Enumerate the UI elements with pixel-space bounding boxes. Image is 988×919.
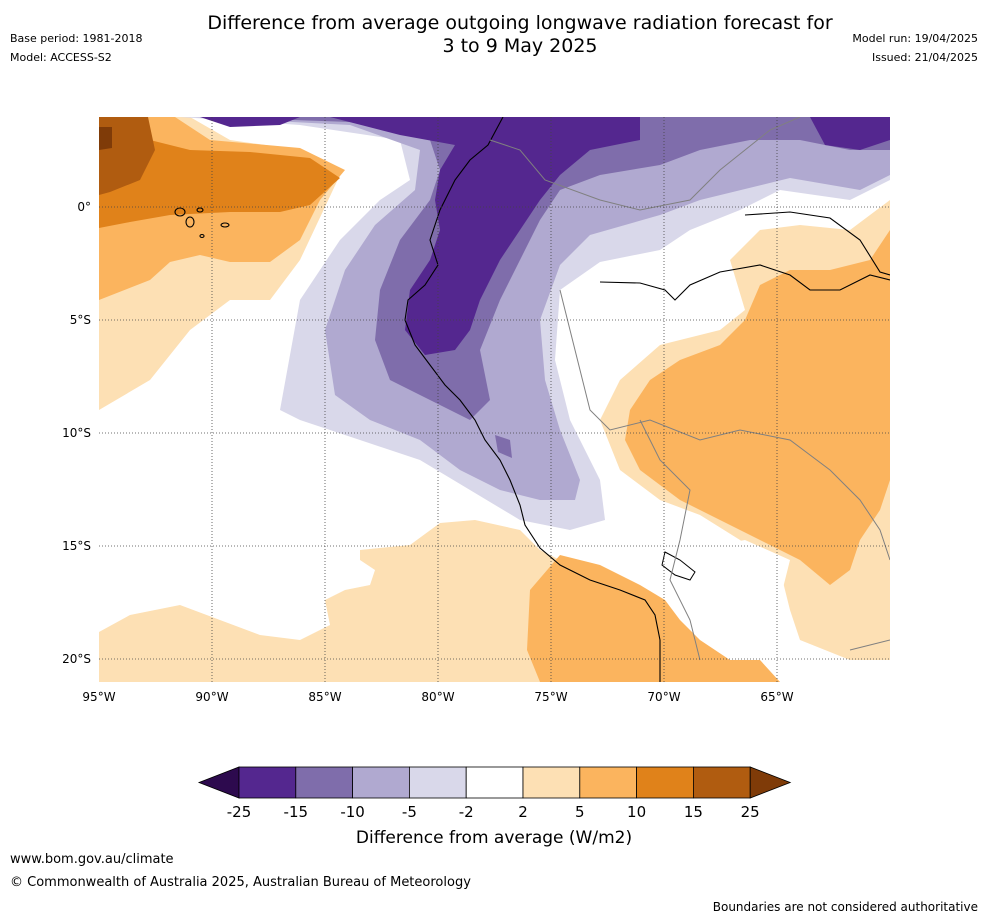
issued-date: Issued: 21/04/2025 — [871, 51, 978, 64]
lon-label: 80°W — [421, 690, 454, 704]
colorbar-tick-label: -2 — [459, 803, 474, 821]
lon-label: 65°W — [760, 690, 793, 704]
colorbar-extension-high — [749, 766, 792, 799]
title-line-2: 3 to 9 May 2025 — [442, 35, 598, 57]
colorbar-segment — [522, 766, 581, 799]
colorbar-extension-low — [197, 766, 240, 799]
title-line-1: Difference from average outgoing longwav… — [207, 12, 833, 34]
lat-label: 20°S — [62, 652, 91, 666]
colorbar-tick-label: -15 — [284, 803, 309, 821]
map-title: Difference from average outgoing longwav… — [0, 12, 988, 58]
footer-disclaimer: Boundaries are not considered authoritat… — [712, 900, 978, 914]
colorbar-segment — [238, 766, 297, 799]
colorbar-tick-label: 2 — [518, 803, 528, 821]
colorbar-tick-label: 25 — [741, 803, 760, 821]
lat-label: 10°S — [62, 426, 91, 440]
lon-label: 95°W — [82, 690, 115, 704]
colorbar-label: Difference from average (W/m2) — [356, 828, 632, 848]
colorbar-tick-label: 15 — [684, 803, 703, 821]
model-name: Model: ACCESS-S2 — [10, 51, 112, 64]
colorbar-tick-label: -25 — [227, 803, 252, 821]
graticule — [99, 117, 890, 682]
colorbar-segment — [408, 766, 467, 799]
colorbar-tick-label: 10 — [627, 803, 646, 821]
colorbar-segment — [636, 766, 694, 799]
colorbar-segment — [465, 766, 524, 799]
lat-label: 0° — [77, 200, 91, 214]
footer-url[interactable]: www.bom.gov.au/climate — [10, 852, 174, 867]
longitude-labels: 95°W 90°W 85°W 80°W 75°W 70°W 65°W — [82, 690, 793, 704]
latitude-labels: 0° 5°S 10°S 15°S 20°S — [62, 200, 91, 666]
lon-label: 85°W — [308, 690, 341, 704]
lat-label: 5°S — [70, 313, 91, 327]
colorbar-segment — [295, 766, 353, 799]
model-run-date: Model run: 19/04/2025 — [852, 32, 978, 45]
base-period: Base period: 1981-2018 — [10, 32, 143, 45]
galapagos-islands — [174, 207, 230, 239]
lat-label: 15°S — [62, 539, 91, 553]
colorbar-segment — [693, 766, 751, 799]
coastlines — [174, 117, 890, 682]
colorbar-tick-label: -10 — [340, 803, 365, 821]
colorbar-segment — [579, 766, 637, 799]
lon-label: 75°W — [534, 690, 567, 704]
footer-copyright: © Commonwealth of Australia 2025, Austra… — [10, 875, 471, 890]
anomaly-field — [99, 117, 890, 682]
lon-label: 70°W — [647, 690, 680, 704]
colorbar-segment — [352, 766, 410, 799]
colorbar-tick-label: 5 — [575, 803, 585, 821]
colorbar-tick-label: -5 — [402, 803, 417, 821]
colorbar: -25 -15 -10 -5 -2 2 5 10 15 25 — [197, 766, 792, 821]
lon-label: 90°W — [195, 690, 228, 704]
